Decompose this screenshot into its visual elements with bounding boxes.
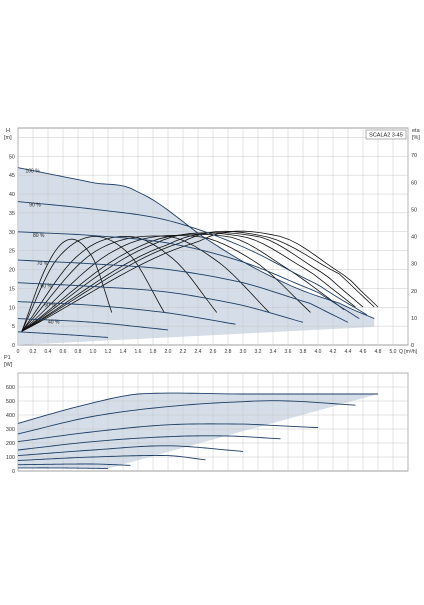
- head-curve: [17, 282, 304, 323]
- head-curve-label: 40 %: [48, 320, 60, 326]
- head-curve: [17, 259, 349, 323]
- y-tick-left-label: 20: [9, 268, 15, 274]
- x-tick-label: 0.2: [30, 349, 37, 355]
- x-tick-label: 4.4: [345, 349, 352, 355]
- head-curve-label: 100 %: [26, 169, 41, 175]
- head-curve: [17, 231, 360, 319]
- y-tick-left-label-bottom: 300: [6, 427, 15, 433]
- y-tick-left-label-bottom: 500: [6, 399, 15, 405]
- efficiency-curve: [21, 235, 270, 332]
- head-curve-label: 60 %: [41, 284, 53, 290]
- y-tick-left-label-bottom: 0: [12, 469, 15, 475]
- y-axis-name-left: H: [6, 128, 10, 134]
- y-axis-unit-bottom: [W]: [4, 362, 13, 368]
- y-tick-right-label: 50: [411, 207, 417, 213]
- power-curve: [17, 392, 378, 424]
- y-tick-left-label-bottom: 600: [6, 385, 15, 391]
- title-box: [365, 129, 407, 140]
- x-tick-label: 0.8: [75, 349, 82, 355]
- x-tick-label: 1.0: [90, 349, 97, 355]
- y-tick-right-label: 20: [411, 289, 417, 295]
- y-axis-unit-left: [m]: [4, 135, 12, 141]
- x-tick-label: 2.8: [225, 349, 232, 355]
- x-tick-label: 3.8: [300, 349, 307, 355]
- x-tick-label: 0: [17, 349, 20, 355]
- x-tick-label: 5.0: [390, 349, 397, 355]
- y-tick-right-label: 40: [411, 235, 417, 241]
- operating-range-area: [18, 167, 375, 345]
- head-curve-label: 90 %: [29, 203, 41, 209]
- head-curve-label: 50 %: [44, 303, 56, 309]
- x-tick-label: 3.6: [285, 349, 292, 355]
- x-tick-label: 1.2: [105, 349, 112, 355]
- y-tick-left-label-bottom: 200: [6, 441, 15, 447]
- x-tick-label: 4.0: [315, 349, 322, 355]
- efficiency-curve: [21, 236, 165, 332]
- y-tick-left-label: 15: [9, 286, 15, 292]
- head-curve-label: 70 %: [37, 261, 49, 267]
- x-tick-label: 1.4: [120, 349, 127, 355]
- x-tick-label: 1.8: [150, 349, 157, 355]
- y-tick-left-label: 30: [9, 230, 15, 236]
- power-curve: [18, 467, 109, 469]
- efficiency-curve: [21, 232, 364, 332]
- x-tick-label: 2.4: [195, 349, 202, 355]
- head-curve: [17, 318, 169, 331]
- y-axis-name-bottom: P1: [4, 355, 11, 361]
- power-curve: [17, 423, 319, 443]
- y-tick-left-label-bottom: 400: [6, 413, 15, 419]
- y-tick-left-label: 5: [12, 324, 15, 330]
- x-tick-label: 3.2: [255, 349, 262, 355]
- head-curve-label: 80 %: [33, 233, 45, 239]
- x-tick-label: 3.4: [270, 349, 277, 355]
- y-tick-left-label: 50: [9, 154, 15, 160]
- x-tick-label: 2.2: [180, 349, 187, 355]
- power-curve: [17, 445, 244, 457]
- efficiency-curve: [21, 232, 356, 332]
- y-tick-left-label: 45: [9, 173, 15, 179]
- y-tick-left-label: 35: [9, 211, 15, 217]
- efficiency-curve: [21, 230, 379, 332]
- y-tick-left-label: 25: [9, 249, 15, 255]
- x-tick-label: 4.6: [360, 349, 367, 355]
- y-tick-left-label-bottom: 100: [6, 455, 15, 461]
- power-curve: [17, 400, 356, 435]
- x-tick-label: 0.6: [60, 349, 67, 355]
- y-tick-right-label: 30: [411, 262, 417, 268]
- y-tick-right-label: 10: [411, 316, 417, 322]
- x-tick-label: 4.8: [375, 349, 382, 355]
- y-tick-left-label: 10: [9, 305, 15, 311]
- x-tick-label: 0.4: [45, 349, 52, 355]
- y-tick-right-label: 70: [411, 153, 417, 159]
- y-tick-left-label: 40: [9, 192, 15, 198]
- chart-title: SCALA2 3-45: [369, 133, 403, 139]
- efficiency-curve: [21, 235, 218, 332]
- power-curve: [17, 455, 206, 461]
- efficiency-curve: [21, 230, 375, 332]
- y-axis-unit-right: [%]: [412, 135, 420, 141]
- x-tick-label: Q [m³/h]: [399, 349, 418, 355]
- x-tick-label: 2.6: [210, 349, 217, 355]
- head-curve: [17, 301, 236, 325]
- y-tick-right-label: 60: [411, 180, 417, 186]
- x-tick-label: 2.0: [165, 349, 172, 355]
- head-curve: [17, 201, 367, 316]
- y-tick-left-label: 0: [12, 343, 15, 349]
- y-axis-name-right: eta: [412, 128, 421, 134]
- x-tick-label: 3.0: [240, 349, 247, 355]
- power-curve: [17, 463, 131, 466]
- power-curve: [17, 435, 281, 451]
- head-curve: [17, 331, 109, 338]
- efficiency-curve: [21, 238, 113, 332]
- x-tick-label: 4.2: [330, 349, 337, 355]
- x-tick-label: 1.6: [135, 349, 142, 355]
- y-tick-right-label: 0: [411, 343, 414, 349]
- head-curve: [17, 167, 375, 319]
